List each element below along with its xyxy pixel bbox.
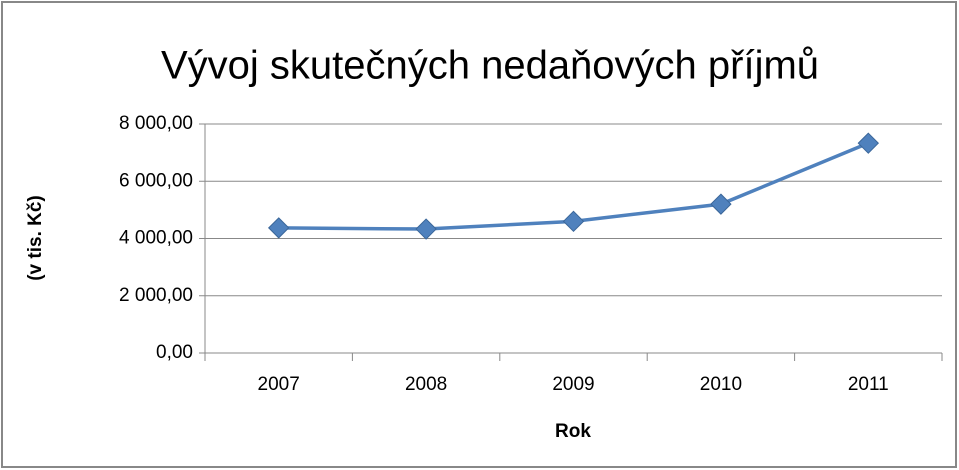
- marker: [267, 217, 290, 239]
- y-tick-label: 2 000,00: [119, 285, 193, 306]
- x-tick-label: 2008: [405, 374, 447, 395]
- x-axis-title: Rok: [555, 421, 591, 442]
- y-axis-title: (v tis. Kč): [25, 195, 46, 281]
- x-tick-label: 2007: [258, 374, 300, 395]
- x-tick-label: 2011: [848, 374, 889, 395]
- marker: [562, 210, 585, 233]
- y-tick-label: 8 000,00: [119, 113, 193, 134]
- marker: [857, 132, 880, 154]
- y-tick-label: 4 000,00: [119, 228, 193, 249]
- y-tick-label: 6 000,00: [119, 170, 193, 191]
- marker: [710, 193, 732, 215]
- x-tick-label: 2009: [552, 374, 594, 395]
- x-tick-label: 2010: [700, 374, 742, 395]
- y-tick-label: 0,00: [156, 342, 193, 363]
- marker: [415, 218, 437, 240]
- chart-title: Vývoj skutečných nedaňových příjmů: [161, 44, 819, 88]
